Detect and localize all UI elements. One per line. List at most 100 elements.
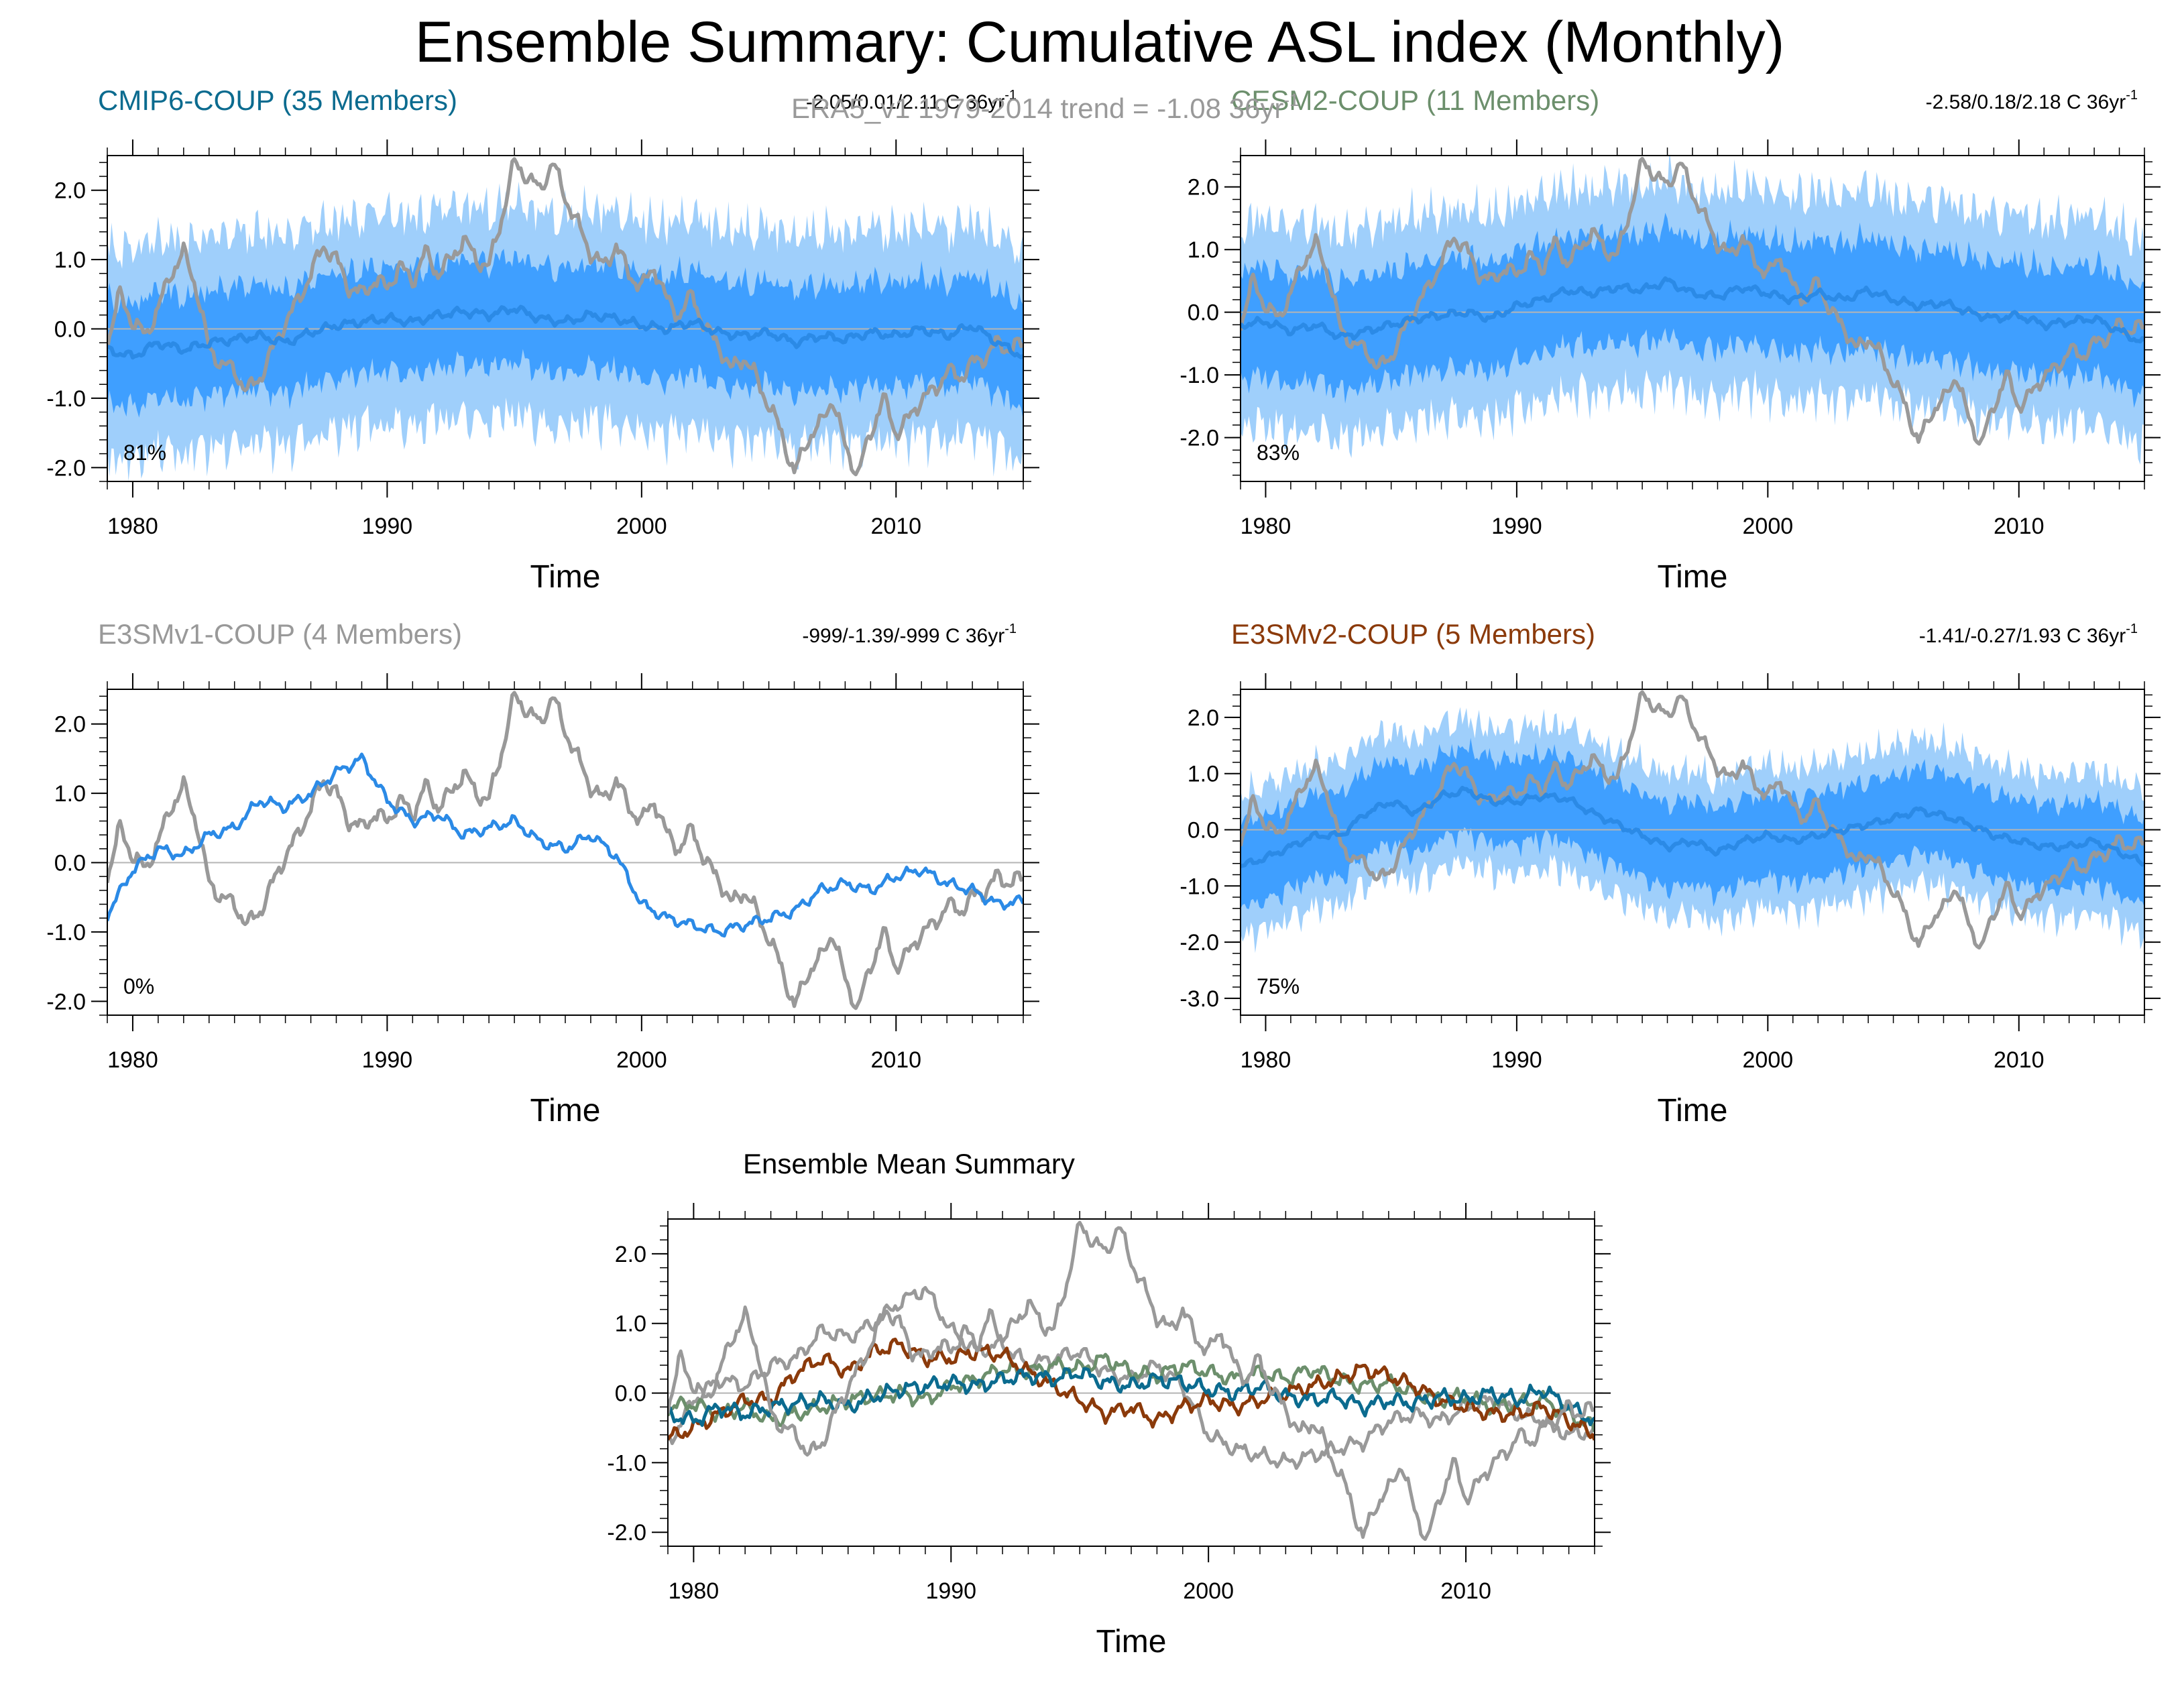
- ensemble-inner-spread: [107, 249, 1023, 421]
- obs-trend-value: ERA5_v1 1979-2014 trend = -1.08 36yr: [791, 93, 1283, 124]
- trend-value: -2.58/0.18/2.18 C 36yr: [1926, 91, 2126, 113]
- ensemble-inner-spread: [1241, 213, 2144, 408]
- y-tick-label: 2.0: [1188, 175, 1219, 200]
- y-tick-label: 2.0: [1188, 705, 1219, 731]
- x-tick-label: 1980: [107, 1047, 158, 1073]
- series-line-e3smv2: [668, 1337, 1595, 1441]
- y-tick-label: 1.0: [615, 1312, 646, 1337]
- obs-line: [1241, 690, 2144, 950]
- percent-label: 75%: [1257, 974, 1300, 998]
- obs-trend-annotation: ERA5_v1 1979-2014 trend = -1.08 36yr-1: [791, 90, 1299, 124]
- x-axis-label: Time: [1096, 1624, 1167, 1660]
- trend-superscript: -1: [1004, 622, 1017, 636]
- y-tick-label: 0.0: [54, 317, 86, 343]
- x-tick-label: 1990: [362, 514, 413, 539]
- ensemble-mean-line: [107, 304, 1023, 360]
- x-tick-label: 2010: [870, 1047, 921, 1073]
- trend-annotation: -1.41/-0.27/1.93 C 36yr-1: [1919, 622, 2138, 647]
- panel-summary: -2.0 -1.0 0.0 1.0 2.0 1980 1990 2000 2010 Time Ens…: [607, 1148, 1611, 1660]
- x-tick-label: 2000: [616, 1047, 667, 1073]
- plot-area-cmip6: [107, 157, 1023, 481]
- percent-label: 83%: [1257, 441, 1300, 465]
- y-tick-label: 2.0: [54, 712, 86, 738]
- panel-title: E3SMv1-COUP (4 Members): [98, 618, 462, 650]
- trend-value: -1.41/-0.27/1.93 C 36yr: [1919, 625, 2126, 647]
- x-tick-label: 2010: [1994, 1047, 2045, 1073]
- y-tick-label: 2.0: [54, 178, 86, 204]
- x-tick-label: 1990: [1491, 514, 1542, 539]
- plot-area-cesm2: [1241, 156, 2144, 465]
- x-tick-label: 1990: [362, 1047, 413, 1073]
- x-tick-label: 2010: [1994, 514, 2045, 539]
- x-axis-label: Time: [530, 1093, 601, 1128]
- x-tick-label: 1980: [669, 1578, 720, 1604]
- percent-label: 0%: [123, 974, 154, 998]
- ensemble-mean-line: [107, 752, 1023, 938]
- y-tick-label: 0.0: [615, 1381, 646, 1407]
- y-tick-label: -2.0: [607, 1520, 646, 1546]
- x-axis-label: Time: [1658, 559, 1728, 595]
- obs-line: [107, 691, 1023, 1010]
- series-line-cmip6: [668, 1367, 1595, 1428]
- x-tick-label: 2000: [1743, 1047, 1794, 1073]
- y-tick-label: -2.0: [46, 989, 86, 1014]
- obs-line: [107, 157, 1023, 477]
- trend-value: -2.05/0.01/2.11 C 36yr: [806, 91, 1004, 113]
- plot-area-e3smv1: [107, 691, 1023, 1010]
- y-tick-label: 1.0: [54, 247, 86, 273]
- y-tick-label: 1.0: [1188, 237, 1219, 263]
- x-axis-label: Time: [1658, 1093, 1728, 1128]
- x-tick-label: 2000: [1183, 1578, 1234, 1604]
- percent-label: 81%: [123, 441, 166, 465]
- trend-annotation: -2.58/0.18/2.18 C 36yr-1: [1926, 88, 2138, 113]
- y-tick-label: 1.0: [54, 781, 86, 807]
- y-tick-label: 0.0: [1188, 817, 1219, 843]
- x-tick-label: 2010: [870, 514, 921, 539]
- ensemble-inner-spread: [1241, 738, 2144, 909]
- y-tick-label: 1.0: [1188, 762, 1219, 787]
- plot-area-summary: [668, 1220, 1595, 1542]
- x-axis-label: Time: [530, 559, 601, 595]
- trend-value: -999/-1.39/-999 C 36yr: [802, 625, 1004, 647]
- x-tick-label: 1990: [1491, 1047, 1542, 1073]
- obs-line: [668, 1220, 1595, 1542]
- figure-title: Ensemble Summary: Cumulative ASL index (…: [415, 10, 1785, 74]
- x-tick-label: 2000: [1743, 514, 1794, 539]
- panel-cesm2: -2.0 -1.0 0.0 1.0 2.0 1980 1990 2000 2010 Time CES…: [1180, 84, 2161, 595]
- y-tick-label: -3.0: [1180, 986, 1219, 1012]
- trend-superscript: -1: [2126, 622, 2138, 636]
- y-tick-label: -1.0: [46, 920, 86, 945]
- trend-annotation: -2.05/0.01/2.11 C 36yr-1: [806, 88, 1017, 113]
- series-line-e3smv1: [668, 1285, 1595, 1470]
- trend-superscript: -1: [1004, 88, 1017, 103]
- panel-cmip6: -2.0 -1.0 0.0 1.0 2.0 1980 1990 2000 2010 Time CMI…: [46, 84, 1039, 595]
- y-tick-label: -2.0: [1180, 426, 1219, 451]
- trend-superscript: -1: [2126, 88, 2138, 103]
- y-tick-label: -1.0: [1180, 363, 1219, 388]
- x-tick-label: 1990: [925, 1578, 976, 1604]
- x-tick-label: 1980: [1241, 514, 1291, 539]
- y-tick-label: -1.0: [607, 1450, 646, 1476]
- ensemble-mean-line: [1241, 785, 2144, 868]
- y-tick-label: -1.0: [46, 386, 86, 412]
- y-tick-label: 0.0: [1188, 300, 1219, 326]
- obs-line: [1241, 156, 2144, 446]
- trend-annotation: -999/-1.39/-999 C 36yr-1: [802, 622, 1017, 647]
- y-tick-label: -2.0: [1180, 930, 1219, 955]
- ensemble-mean-line: [1241, 276, 2144, 344]
- x-tick-label: 2000: [616, 514, 667, 539]
- panels: -2.0 -1.0 0.0 1.0 2.0 1980 1990 2000 2010 Time CMI…: [46, 84, 2161, 1660]
- panel-title: E3SMv2-COUP (5 Members): [1231, 618, 1595, 650]
- plot-area-e3smv2: [1241, 690, 2144, 953]
- obs-trend-superscript: -1: [1283, 90, 1299, 110]
- x-tick-label: 1980: [107, 514, 158, 539]
- panel-e3smv2: -3.0 -2.0 -1.0 0.0 1.0 2.0 1980 1990 2000 2010 Tim…: [1180, 618, 2161, 1128]
- y-tick-label: 2.0: [615, 1242, 646, 1267]
- panel-title: CESM2-COUP (11 Members): [1231, 84, 1599, 116]
- x-tick-label: 2010: [1440, 1578, 1491, 1604]
- panel-title: CMIP6-COUP (35 Members): [98, 84, 457, 116]
- x-tick-label: 1980: [1241, 1047, 1291, 1073]
- y-tick-label: -1.0: [1180, 874, 1219, 899]
- panel-title: Ensemble Mean Summary: [743, 1148, 1075, 1179]
